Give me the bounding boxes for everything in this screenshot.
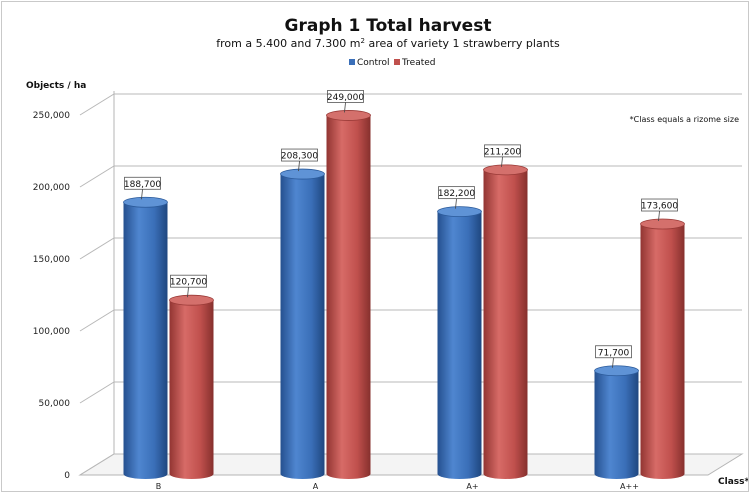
y-tick-label: 250,000 <box>33 111 70 121</box>
bar-body <box>326 115 371 479</box>
data-label: 211,200 <box>484 144 521 167</box>
bar-body <box>123 202 168 479</box>
bar-top <box>123 196 168 208</box>
bar-body <box>169 300 214 479</box>
subtitle-post: area of variety 1 strawberry plants <box>365 37 560 50</box>
legend-swatch-treated <box>394 59 400 65</box>
y-tick-label: 100,000 <box>33 327 70 337</box>
y-tick-label: 50,000 <box>39 399 71 409</box>
x-tick-label: B <box>156 482 162 491</box>
chart-note: *Class equals a rizome size <box>630 115 739 124</box>
bar-top <box>594 365 639 377</box>
bar-body <box>640 224 685 479</box>
bar-treated <box>169 294 214 479</box>
bar-control <box>594 365 639 479</box>
data-label: 173,600 <box>641 198 678 222</box>
bar-top <box>483 164 528 176</box>
data-label-pointer <box>344 102 346 113</box>
chart-title: Graph 1 Total harvest <box>285 16 492 36</box>
bar-treated <box>326 110 371 479</box>
bar-control <box>437 206 482 479</box>
legend-swatch-control <box>349 59 355 65</box>
chart-subtitle: from a 5.400 and 7.300 m2 area of variet… <box>216 37 560 50</box>
data-label-pointer <box>455 198 457 209</box>
bar-top <box>280 168 325 180</box>
gridline <box>79 237 742 260</box>
data-label-pointer <box>501 156 503 167</box>
data-label-text: 120,700 <box>170 278 207 288</box>
bars <box>123 110 685 479</box>
data-label: 208,300 <box>281 148 318 172</box>
bar-top <box>640 218 685 230</box>
bar-control <box>123 196 168 479</box>
y-axis-ticks: 0 50,000 100,000 150,000 200,000 250,000 <box>33 111 70 481</box>
data-label: 120,700 <box>170 274 207 298</box>
bar-body <box>280 174 325 479</box>
bar-treated <box>483 164 528 479</box>
y-tick-label: 0 <box>64 471 70 481</box>
data-label: 182,200 <box>438 186 475 209</box>
data-label-pointer <box>187 287 189 298</box>
bar-body <box>437 211 482 479</box>
data-label-text: 211,200 <box>484 147 521 157</box>
x-axis-ticks: B A A+ A++ <box>156 482 639 491</box>
x-tick-label: A <box>313 482 319 491</box>
x-tick-label: A++ <box>620 482 639 491</box>
bar-control <box>280 168 325 479</box>
subtitle-pre: from a 5.400 and 7.300 m <box>216 37 360 50</box>
x-tick-label: A+ <box>466 482 478 491</box>
gridline <box>79 453 742 476</box>
gridline <box>79 381 742 404</box>
data-label-text: 249,000 <box>327 93 364 103</box>
y-tick-label: 200,000 <box>33 183 70 193</box>
legend: Control Treated <box>349 58 436 68</box>
bar-top <box>326 110 371 121</box>
gridline <box>79 309 742 332</box>
bar-treated <box>640 218 685 479</box>
y-tick-label: 150,000 <box>33 255 70 265</box>
data-label-text: 173,600 <box>641 202 678 212</box>
bar-body <box>594 370 639 479</box>
legend-label-treated: Treated <box>401 58 436 68</box>
subtitle-sup: 2 <box>361 37 365 45</box>
legend-label-control: Control <box>357 58 390 68</box>
data-label-text: 71,700 <box>598 348 630 358</box>
data-label-text: 208,300 <box>281 152 318 162</box>
data-label-pointer <box>298 161 300 172</box>
data-labels: 188,700 120,700 208,300 249,000 182,200 211,2… <box>124 90 678 368</box>
data-label: 249,000 <box>327 90 364 113</box>
data-label-pointer <box>612 357 614 368</box>
gridline <box>79 165 742 188</box>
data-label-text: 182,200 <box>438 189 475 199</box>
gridlines <box>79 93 742 476</box>
data-label-pointer <box>658 210 660 222</box>
bar-top <box>437 206 482 218</box>
data-label-pointer <box>141 189 143 200</box>
x-axis-label: Class* <box>718 477 749 487</box>
y-axis-label: Objects / ha <box>26 81 86 91</box>
data-label: 71,700 <box>595 345 632 368</box>
gridline <box>79 93 742 116</box>
data-label-text: 188,700 <box>124 180 161 190</box>
bar-top <box>169 294 214 306</box>
data-label: 188,700 <box>124 176 161 200</box>
bar-body <box>483 169 528 479</box>
